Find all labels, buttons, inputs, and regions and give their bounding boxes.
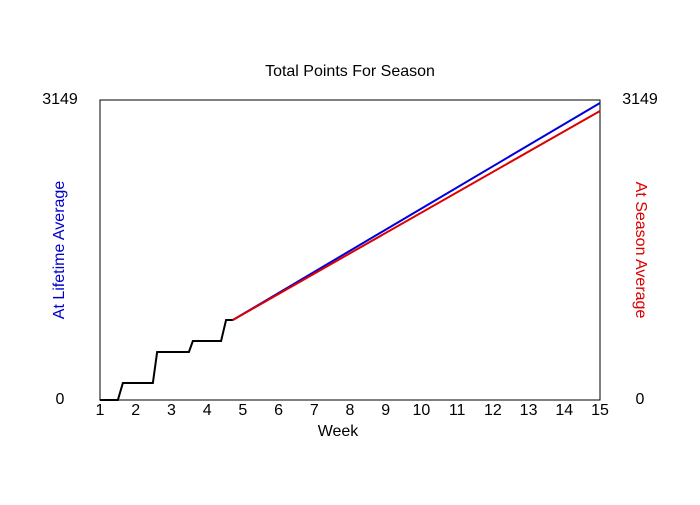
x-axis-label: Week [318,423,360,440]
plot-frame [99,99,601,401]
y2-tick-label: 3149 [622,91,658,108]
x-tick-label: 6 [274,402,283,419]
x-tick-label: 3 [167,402,176,419]
x-tick-label: 15 [591,402,609,419]
y-axis-label: At Lifetime Average [51,181,68,320]
x-tick-label: 8 [346,402,355,419]
chart-title: Total Points For Season [265,63,435,80]
x-tick-label: 2 [131,402,140,419]
y-tick-label: 3149 [42,91,78,108]
x-tick-label: 10 [413,402,431,419]
series-line [232,110,601,321]
series-line [232,102,601,321]
x-tick-label: 1 [96,402,105,419]
y2-tick-label: 0 [636,391,645,408]
x-tick-label: 11 [449,402,466,419]
x-tick-label: 4 [203,402,212,419]
y-tick-label: 0 [56,391,65,408]
x-tick-label: 14 [555,402,573,419]
x-tick-label: 5 [238,402,247,419]
x-tick-label: 9 [381,402,390,419]
x-tick-label: 13 [520,402,538,419]
x-tick-label: 12 [484,402,502,419]
y2-axis-label: At Season Average [632,182,649,319]
series-line [100,318,233,401]
x-tick-label: 7 [310,402,319,419]
